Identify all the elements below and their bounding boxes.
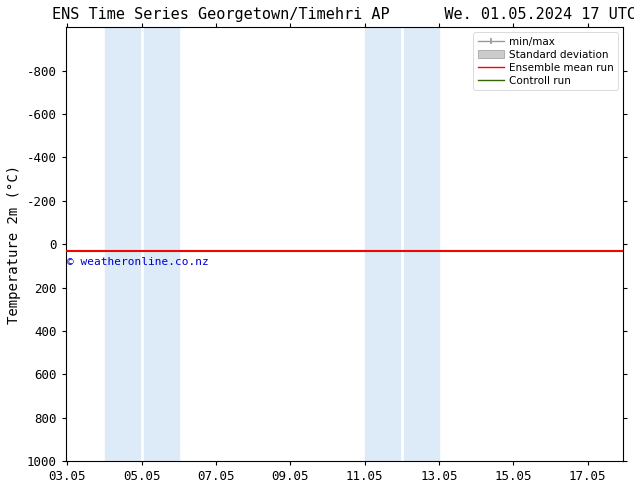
Text: © weatheronline.co.nz: © weatheronline.co.nz [67, 257, 209, 267]
Title: ENS Time Series Georgetown/Timehri AP      We. 01.05.2024 17 UTC: ENS Time Series Georgetown/Timehri AP We… [52, 7, 634, 22]
Bar [365, 27, 439, 461]
Legend: min/max, Standard deviation, Ensemble mean run, Controll run: min/max, Standard deviation, Ensemble me… [474, 32, 618, 90]
Bar [105, 27, 179, 461]
Y-axis label: Temperature 2m (°C): Temperature 2m (°C) [7, 165, 21, 324]
